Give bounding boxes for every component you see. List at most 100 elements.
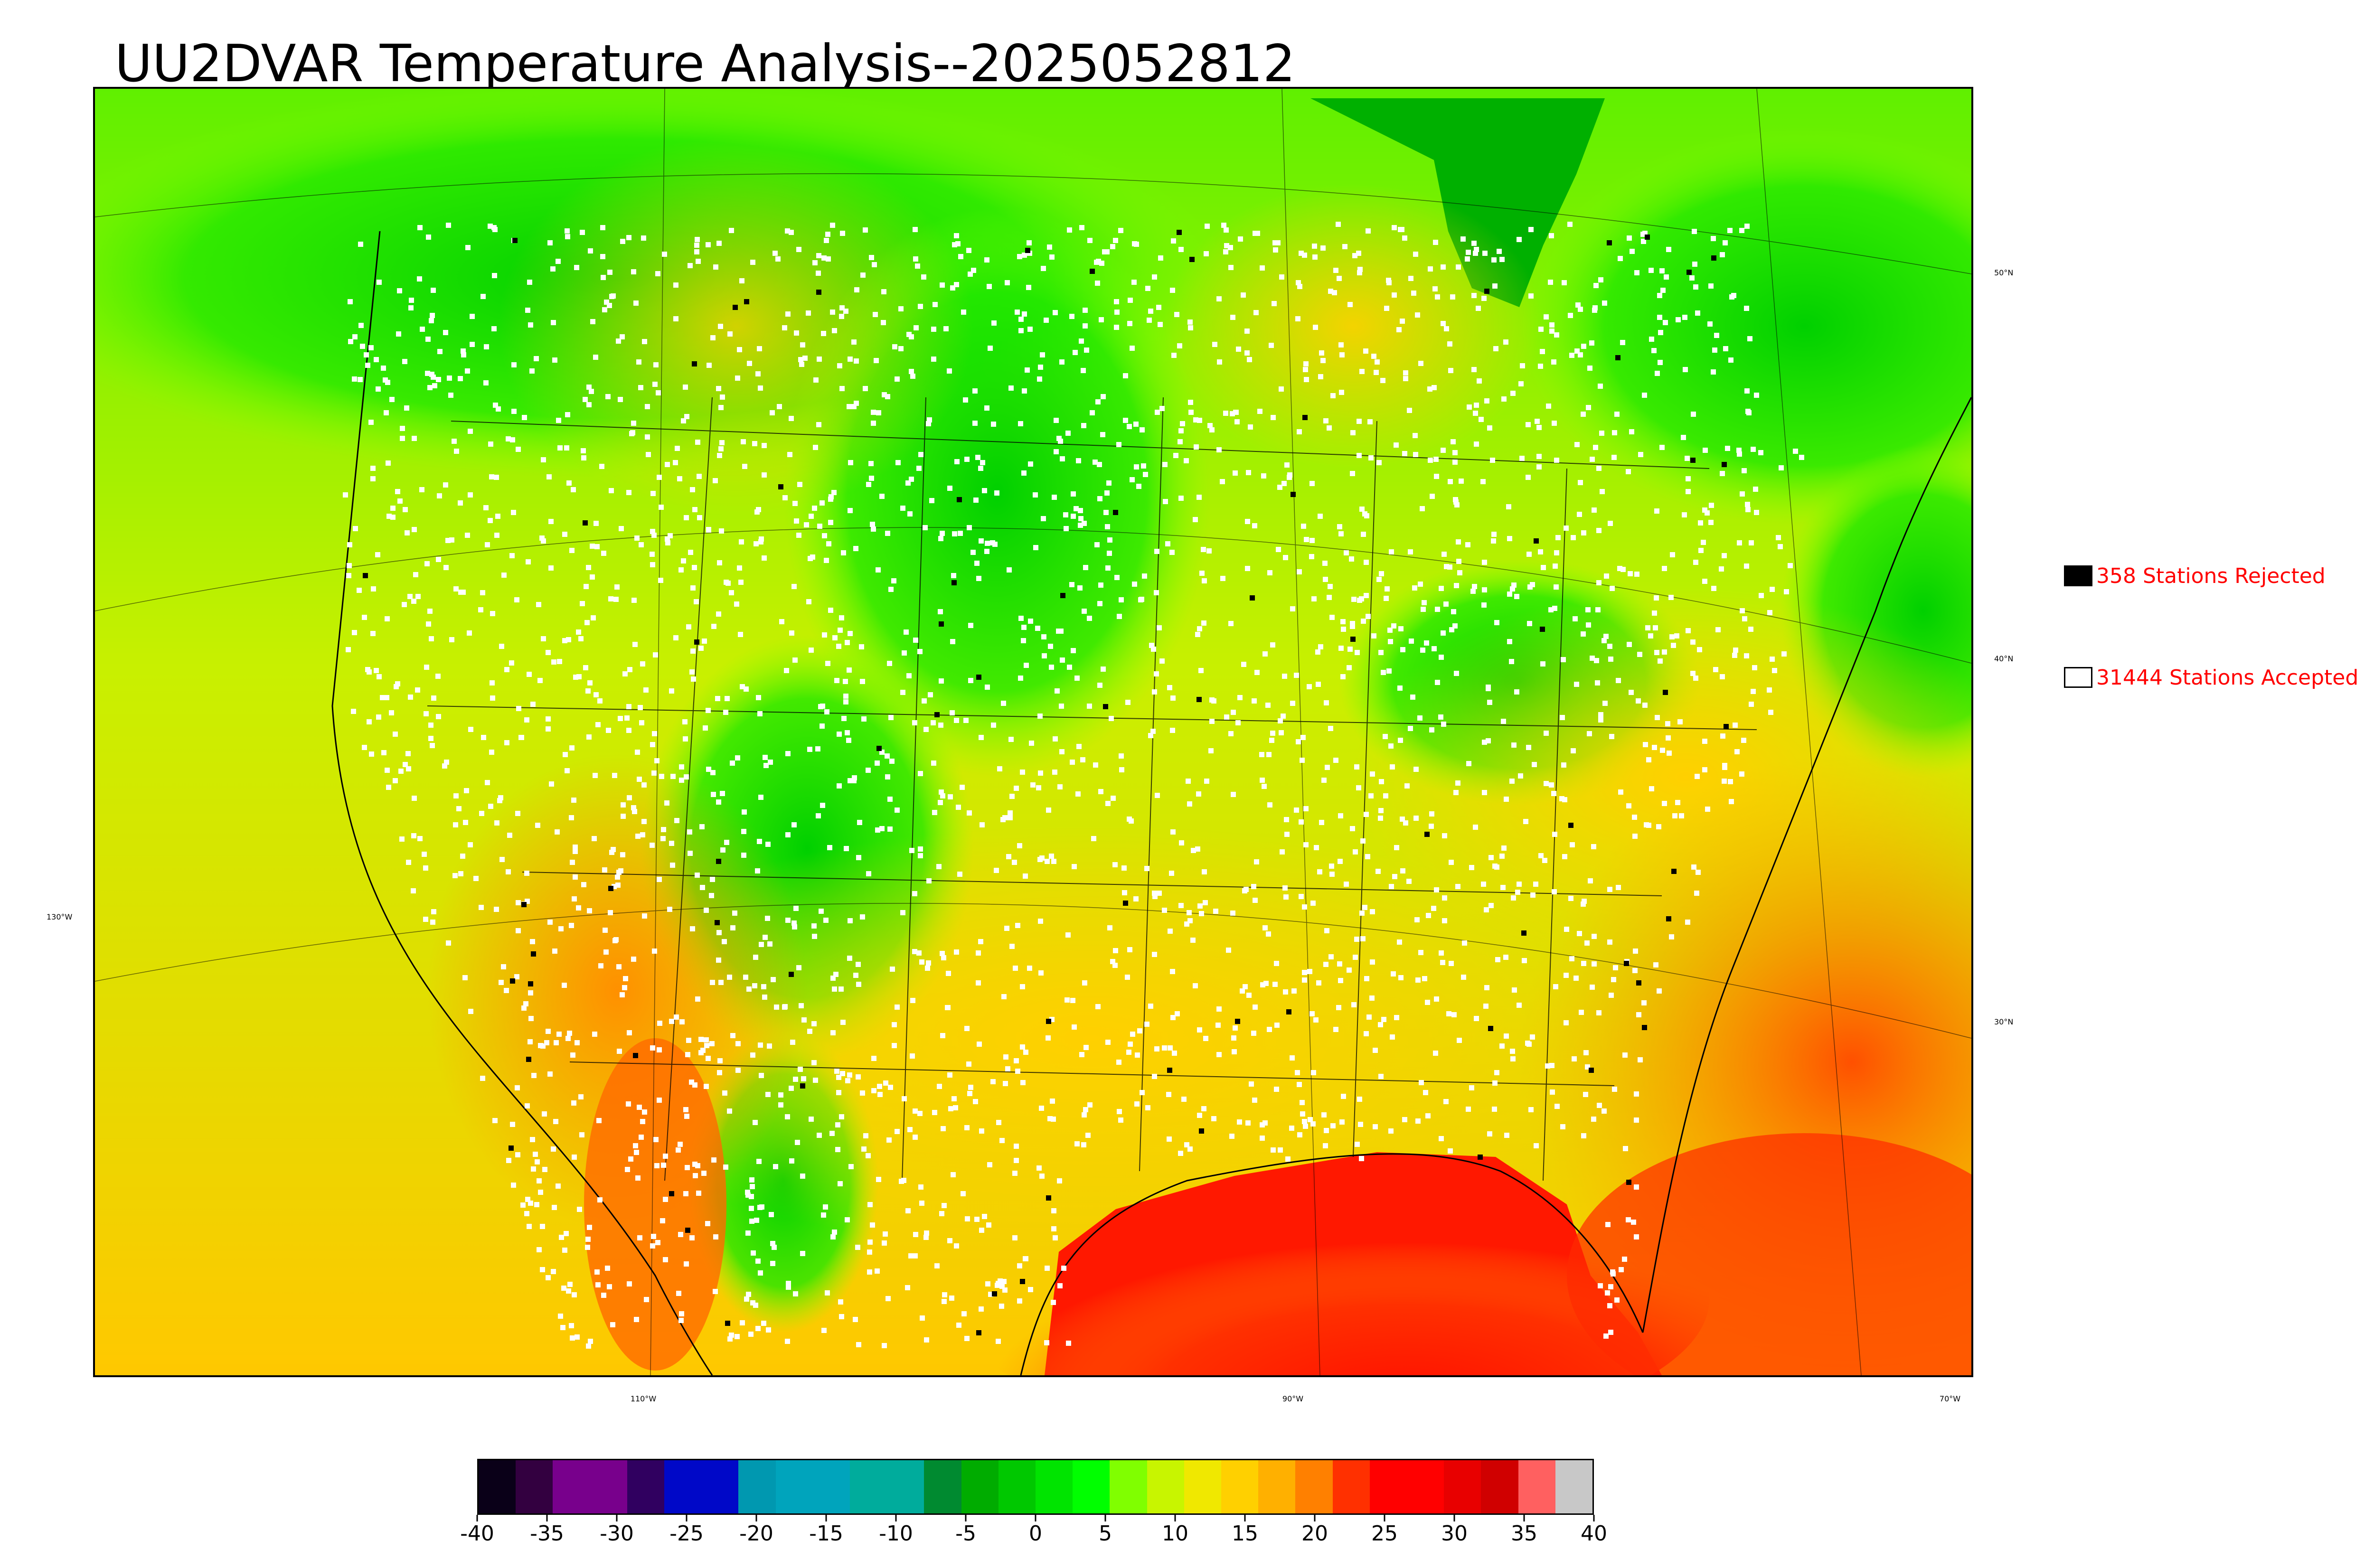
accepted-station-marker — [1652, 745, 1657, 750]
accepted-station-marker — [1054, 449, 1059, 454]
accepted-station-marker — [1038, 919, 1043, 924]
accepted-station-marker — [1660, 748, 1665, 753]
accepted-station-marker — [683, 1107, 688, 1112]
accepted-station-marker — [1571, 748, 1576, 753]
accepted-station-marker — [606, 728, 611, 733]
accepted-station-marker — [744, 686, 749, 692]
accepted-station-marker — [988, 1292, 993, 1297]
accepted-station-marker — [1252, 523, 1257, 528]
accepted-station-marker — [801, 1017, 807, 1023]
accepted-station-marker — [690, 648, 696, 654]
accepted-station-marker — [1476, 306, 1481, 311]
accepted-station-marker — [821, 1328, 827, 1333]
rejected-station-marker — [789, 972, 794, 977]
colorbar-tick — [1384, 1515, 1385, 1521]
accepted-station-marker — [918, 846, 923, 852]
accepted-station-marker — [1233, 1025, 1238, 1031]
accepted-station-marker — [685, 1052, 690, 1057]
accepted-station-marker — [1404, 783, 1410, 789]
accepted-station-marker — [735, 755, 740, 761]
accepted-station-marker — [1567, 222, 1573, 227]
accepted-station-marker — [1018, 328, 1024, 333]
accepted-station-marker — [1004, 926, 1009, 931]
accepted-station-marker — [956, 1323, 961, 1328]
accepted-station-marker — [686, 1038, 691, 1043]
accepted-station-marker — [351, 709, 356, 714]
accepted-station-marker — [551, 659, 556, 665]
accepted-station-marker — [540, 1224, 545, 1229]
accepted-station-marker — [867, 1249, 872, 1255]
accepted-station-marker — [1202, 869, 1207, 874]
accepted-station-marker — [1012, 860, 1017, 865]
accepted-station-marker — [1352, 253, 1357, 258]
accepted-station-marker — [1602, 701, 1608, 706]
accepted-station-marker — [1175, 1011, 1180, 1016]
accepted-station-marker — [762, 443, 767, 448]
accepted-station-marker — [1329, 615, 1335, 620]
accepted-station-marker — [628, 1156, 633, 1162]
accepted-station-marker — [1162, 1045, 1167, 1051]
accepted-station-marker — [1583, 1092, 1588, 1097]
accepted-station-marker — [524, 871, 529, 876]
accepted-station-marker — [978, 939, 983, 944]
accepted-station-marker — [785, 832, 791, 837]
accepted-station-marker — [1038, 365, 1043, 370]
accepted-station-marker — [1173, 453, 1178, 458]
accepted-station-marker — [1060, 456, 1065, 461]
accepted-station-marker — [1187, 319, 1193, 325]
accepted-station-marker — [948, 794, 953, 799]
accepted-station-marker — [1049, 254, 1055, 260]
accepted-station-marker — [1247, 357, 1252, 362]
accepted-station-marker — [1626, 803, 1631, 808]
rejected-station-marker — [1196, 697, 1202, 702]
accepted-station-marker — [1263, 981, 1269, 986]
accepted-station-marker — [1099, 317, 1104, 322]
accepted-station-marker — [1642, 703, 1648, 708]
accepted-station-marker — [715, 696, 720, 701]
accepted-station-marker — [870, 522, 875, 527]
accepted-station-marker — [931, 327, 936, 332]
accepted-station-marker — [1515, 890, 1520, 895]
accepted-station-marker — [1254, 859, 1259, 864]
accepted-station-marker — [458, 500, 463, 506]
accepted-station-marker — [515, 811, 520, 816]
accepted-station-marker — [1449, 961, 1454, 966]
accepted-station-marker — [398, 769, 404, 774]
accepted-station-marker — [405, 530, 410, 535]
accepted-station-marker — [1228, 731, 1234, 736]
accepted-station-marker — [510, 437, 515, 442]
accepted-station-marker — [1006, 854, 1011, 859]
accepted-station-marker — [1152, 1074, 1157, 1079]
accepted-station-marker — [1050, 1099, 1055, 1104]
accepted-station-marker — [1522, 958, 1527, 963]
accepted-station-marker — [947, 368, 952, 374]
accepted-station-marker — [1584, 940, 1590, 946]
accepted-station-marker — [1501, 396, 1507, 402]
rejected-station-marker — [976, 1330, 981, 1335]
accepted-station-marker — [1402, 235, 1407, 241]
colorbar-tick-label: 10 — [1162, 1521, 1188, 1546]
accepted-station-marker — [562, 983, 567, 988]
accepted-station-marker — [678, 567, 684, 573]
accepted-station-marker — [412, 436, 417, 441]
accepted-station-marker — [1412, 585, 1417, 591]
accepted-station-marker — [1057, 1178, 1062, 1183]
accepted-station-marker — [1274, 961, 1279, 966]
accepted-station-marker — [1051, 1117, 1056, 1122]
accepted-station-marker — [1357, 419, 1362, 424]
accepted-station-marker — [709, 1041, 715, 1046]
accepted-station-marker — [1720, 471, 1725, 476]
accepted-station-marker — [653, 362, 659, 367]
accepted-station-marker — [686, 624, 691, 629]
accepted-station-marker — [1244, 329, 1250, 334]
rejected-station-marker — [1521, 930, 1526, 936]
accepted-station-marker — [534, 356, 539, 361]
accepted-station-marker — [847, 956, 852, 961]
accepted-station-marker — [1484, 985, 1489, 990]
accepted-station-marker — [1364, 812, 1369, 817]
accepted-station-marker — [1324, 700, 1329, 705]
accepted-station-marker — [1066, 1341, 1071, 1346]
accepted-station-marker — [553, 1119, 558, 1124]
accepted-station-marker — [528, 1039, 533, 1044]
accepted-station-marker — [1559, 796, 1564, 801]
